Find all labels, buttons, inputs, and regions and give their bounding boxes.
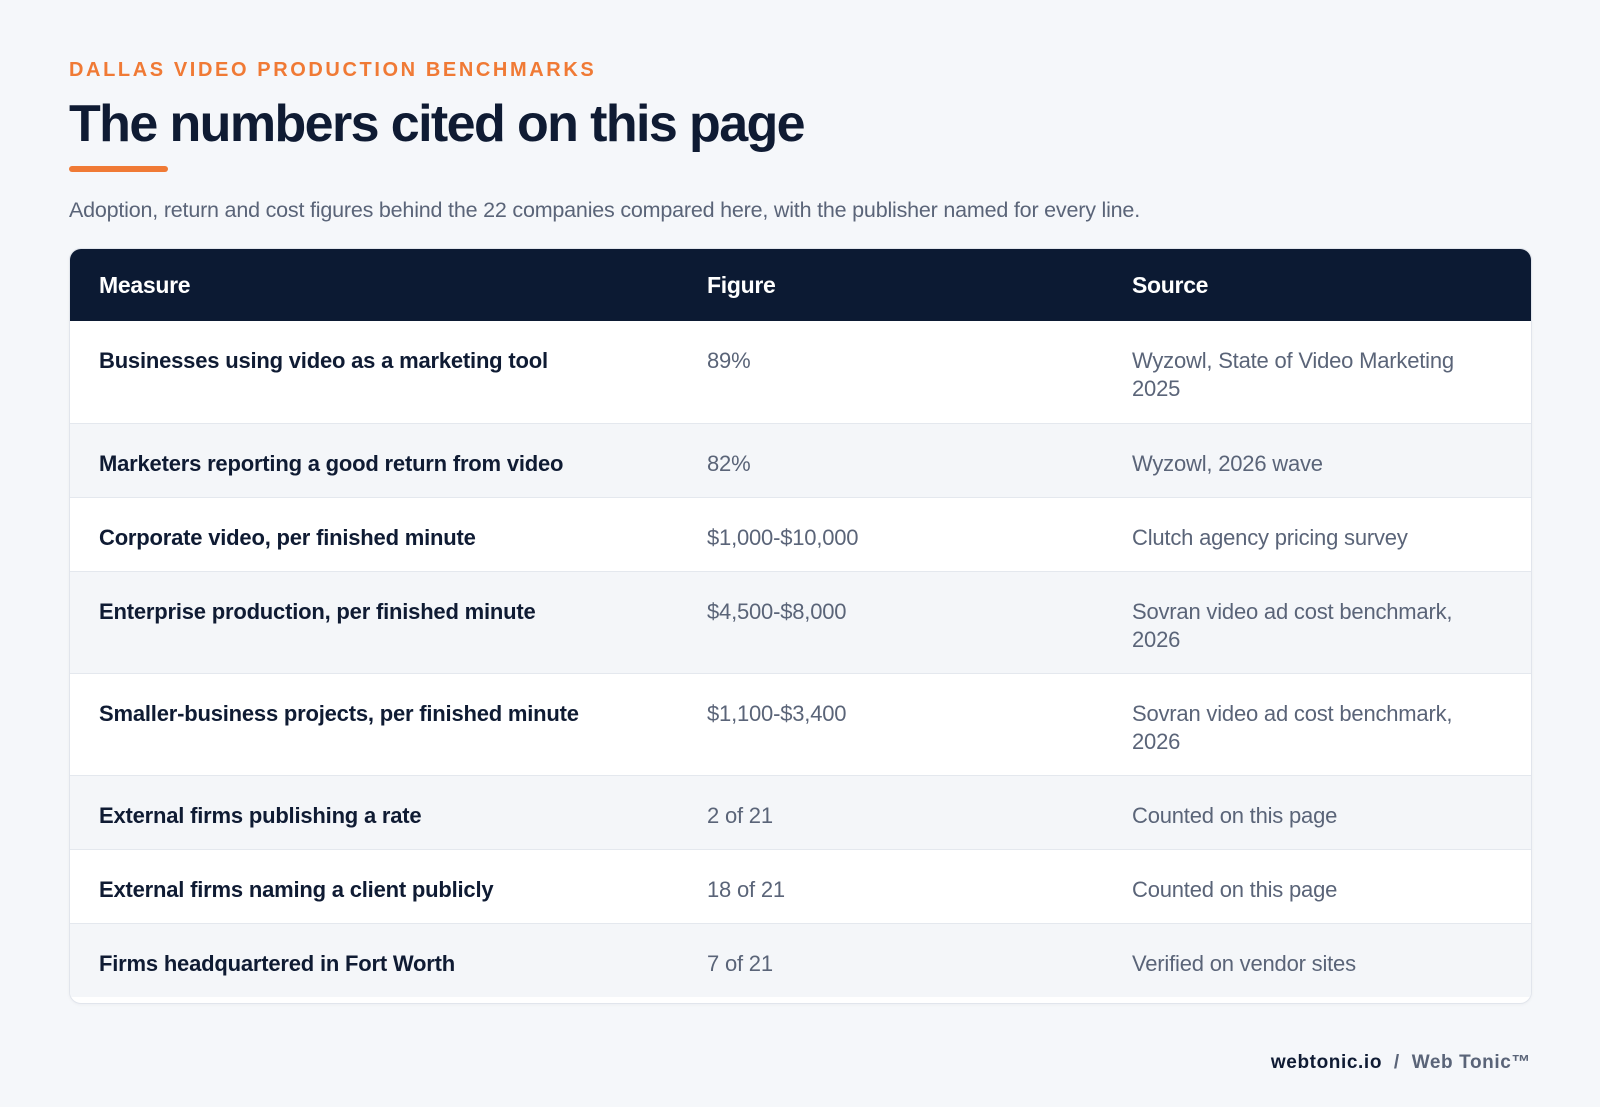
table-row: Corporate video, per finished minute $1,… — [70, 497, 1531, 571]
benchmarks-table: Measure Figure Source Businesses using v… — [70, 249, 1531, 997]
measure-cell: Businesses using video as a marketing to… — [99, 348, 548, 373]
figure-cell: 89% — [707, 348, 751, 373]
benchmarks-table-card: Measure Figure Source Businesses using v… — [69, 248, 1532, 1004]
table-row: Marketers reporting a good return from v… — [70, 423, 1531, 497]
table-header: Measure Figure Source — [70, 249, 1531, 321]
figure-cell: 2 of 21 — [707, 802, 773, 828]
title-underline — [69, 166, 168, 172]
measure-cell: Marketers reporting a good return from v… — [99, 450, 564, 476]
table-row: Businesses using video as a marketing to… — [70, 321, 1531, 423]
table-body: Businesses using video as a marketing to… — [70, 321, 1531, 997]
figure-cell: 7 of 21 — [707, 950, 773, 976]
footer-brand: Web Tonic™ — [1411, 1052, 1531, 1073]
figure-cell: 18 of 21 — [707, 876, 785, 902]
source-cell: Sovran video ad cost benchmark, 2026 — [1132, 598, 1453, 652]
figure-cell: $1,100-$3,400 — [707, 700, 847, 726]
page-subtitle: Adoption, return and cost figures behind… — [69, 198, 1140, 222]
table-row: Enterprise production, per finished minu… — [70, 571, 1531, 673]
source-cell: Wyzowl, 2026 wave — [1132, 450, 1323, 476]
table-row: Firms headquartered in Fort Worth 7 of 2… — [70, 923, 1531, 997]
figure-cell: $1,000-$10,000 — [707, 524, 859, 550]
source-cell: Counted on this page — [1132, 802, 1338, 828]
footer-separator: / — [1393, 1052, 1400, 1073]
measure-cell: Smaller-business projects, per finished … — [99, 700, 579, 726]
table-row: External firms publishing a rate 2 of 21… — [70, 775, 1531, 849]
source-cell: Sovran video ad cost benchmark, 2026 — [1132, 700, 1453, 754]
eyebrow-label: DALLAS VIDEO PRODUCTION BENCHMARKS — [69, 59, 597, 81]
source-cell: Wyzowl, State of Video Marketing 2025 — [1132, 348, 1454, 401]
page-title: The numbers cited on this page — [69, 95, 806, 153]
column-header-figure: Figure — [707, 271, 776, 298]
measure-cell: External firms publishing a rate — [99, 802, 422, 828]
footer-credit: webtonic.io / Web Tonic™ — [1271, 1052, 1531, 1074]
measure-cell: Enterprise production, per finished minu… — [99, 598, 536, 624]
table-row: Smaller-business projects, per finished … — [70, 673, 1531, 775]
figure-cell: $4,500-$8,000 — [707, 598, 847, 624]
table-header-row: Measure Figure Source — [70, 249, 1531, 321]
measure-cell: Corporate video, per finished minute — [99, 524, 476, 550]
column-header-measure: Measure — [99, 271, 191, 298]
source-cell: Counted on this page — [1132, 876, 1338, 902]
column-header-source: Source — [1132, 271, 1209, 298]
figure-cell: 82% — [707, 450, 751, 476]
measure-cell: Firms headquartered in Fort Worth — [99, 950, 456, 976]
table-row: External firms naming a client publicly … — [70, 849, 1531, 923]
measure-cell: External firms naming a client publicly — [99, 876, 494, 902]
source-cell: Clutch agency pricing survey — [1132, 524, 1408, 550]
footer-domain: webtonic.io — [1270, 1052, 1383, 1073]
source-cell: Verified on vendor sites — [1132, 950, 1356, 976]
